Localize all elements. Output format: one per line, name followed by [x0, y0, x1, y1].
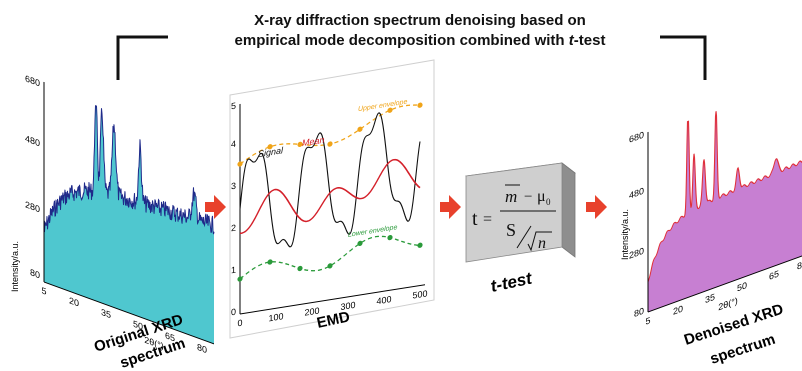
arrow-to-ttest: [440, 195, 461, 219]
formula-s: S: [506, 220, 516, 240]
figure-title-line1: X-ray diffraction spectrum denoising bas…: [254, 12, 586, 29]
ttest-block: t = m − μ 0 S n: [465, 162, 577, 263]
denoised-xtick: 5: [645, 315, 650, 327]
original-x-axis: [44, 281, 214, 345]
formula-equals: =: [483, 211, 492, 228]
original-ytick: 680: [25, 73, 40, 88]
upper-extremum-point: [357, 126, 363, 132]
emd-ytick: 5: [231, 101, 236, 112]
denoised-xtick: 50: [737, 280, 747, 293]
denoised-spectrum-line: [647, 110, 802, 283]
lower-extremum-point: [387, 234, 393, 241]
lower-extremum-point: [267, 259, 273, 265]
emd-xtick: 500: [412, 288, 427, 300]
emd-legend-signal: Signal: [258, 145, 284, 159]
formula-mu: μ: [537, 188, 546, 205]
emd-xtick: 400: [376, 294, 391, 306]
emd-xtick: 200: [304, 305, 319, 317]
upper-extremum-point: [267, 144, 273, 150]
original-xtick: 80: [197, 342, 207, 355]
emd-xtick: 100: [268, 311, 283, 323]
ttest-block-side: [561, 162, 576, 258]
emd-panel: 0 1 2 3 4 5 0 100 200 300 400 500 Signal…: [229, 59, 435, 339]
denoised-spectrum-panel: 80 280 480 680 5 20 35 50 65 80 2θ(°): [629, 110, 802, 327]
formula-mu-subscript: 0: [546, 197, 551, 207]
denoised-x-axis: [648, 253, 802, 313]
emd-legend-mean: Mean: [302, 135, 324, 149]
lower-extremum-point: [327, 263, 333, 269]
original-ytick: 280: [25, 199, 40, 214]
emd-ytick: 0: [231, 307, 236, 318]
title-line2-post: -test: [573, 32, 606, 49]
emd-extrema-points: [237, 102, 423, 282]
original-spectrum-line: [43, 105, 215, 235]
ttest-caption: t-test: [489, 268, 535, 296]
emd-ytick: 1: [231, 265, 236, 276]
original-xtick: 65: [165, 330, 175, 343]
denoised-xlabel: 2θ(°): [718, 296, 738, 313]
formula-t: t: [472, 208, 478, 230]
denoised-ytick: 80: [634, 306, 644, 319]
denoised-ytick: 280: [629, 246, 644, 261]
original-spectrum-fill: [44, 105, 214, 344]
title-bracket: [116, 35, 707, 80]
arrow-to-denoised: [586, 195, 607, 219]
emd-xtick: 0: [237, 318, 242, 329]
original-ytick: 480: [25, 133, 40, 148]
figure-title-line2: empirical mode decomposition combined wi…: [160, 32, 680, 50]
title-line2-t: t: [568, 32, 574, 49]
denoised-xtick: 20: [673, 304, 683, 317]
denoised-spectrum-fill: [648, 111, 802, 312]
emd-ytick: 4: [231, 139, 236, 150]
lower-extremum-point: [237, 276, 243, 282]
denoised-xtick: 65: [769, 269, 779, 282]
bracket-right: [660, 35, 707, 80]
formula-sqrt: [527, 231, 552, 252]
denoised-xtick: 35: [705, 292, 715, 305]
original-xtick: 5: [41, 285, 46, 297]
formula-minus: −: [524, 189, 532, 205]
emd-signal-line: [239, 112, 421, 248]
emd-ytick: 3: [231, 181, 236, 192]
emd-xtick: 300: [340, 300, 355, 312]
original-xtick: 20: [69, 295, 79, 308]
formula-slash: [516, 225, 532, 249]
arrow-to-emd: [205, 195, 226, 219]
emd-ytick: 2: [231, 223, 236, 234]
emd-x-axis: [240, 284, 425, 315]
title-line2-pre: empirical mode decomposition combined wi…: [234, 32, 569, 49]
upper-extremum-point: [237, 161, 243, 167]
upper-extremum-point: [297, 141, 303, 148]
emd-mean-line: [239, 158, 421, 235]
ttest-block-front: [465, 162, 563, 263]
original-ylabel: Intensity/a.u.: [10, 241, 20, 292]
upper-extremum-point: [327, 141, 333, 147]
original-xtick: 50: [133, 319, 143, 332]
lower-extremum-point: [297, 265, 303, 272]
upper-extremum-point: [387, 107, 393, 113]
denoised-ytick: 680: [629, 130, 644, 145]
bracket-left: [116, 35, 168, 80]
formula-n: n: [538, 235, 546, 252]
denoised-ytick: 480: [629, 186, 644, 201]
denoised-xtick: 80: [797, 258, 802, 271]
original-ytick: 80: [30, 267, 40, 280]
denoised-ylabel: Intensity/a.u.: [620, 209, 630, 260]
formula-m: m: [505, 187, 517, 206]
lower-extremum-point: [357, 240, 363, 247]
emd-caption: EMD: [315, 308, 351, 332]
lower-extremum-point: [417, 242, 423, 248]
original-spectrum-panel: 80 280 480 680 5 20 35 50 65 80 2θ(°): [25, 73, 215, 355]
original-xtick: 35: [101, 307, 111, 320]
upper-extremum-point: [417, 102, 423, 108]
